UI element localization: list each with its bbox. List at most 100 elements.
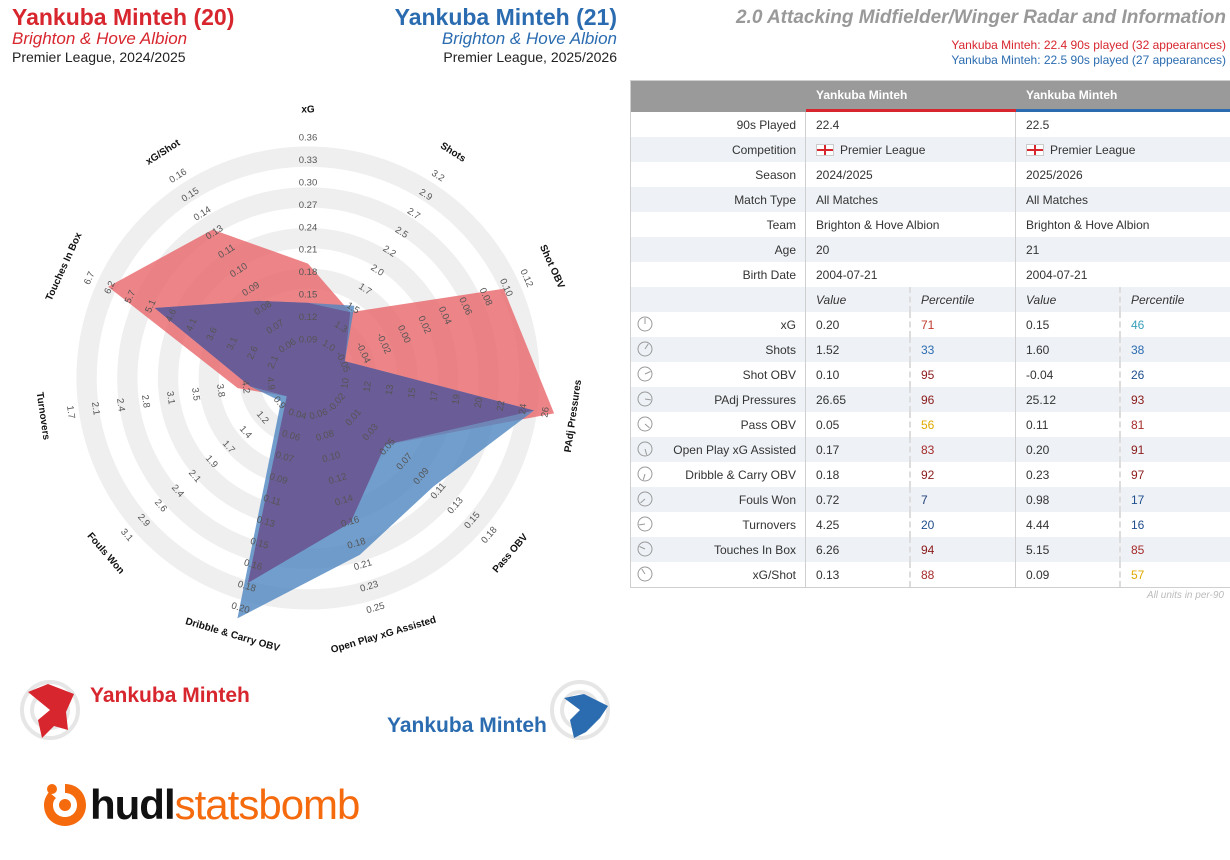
metric-dial-icon bbox=[637, 316, 653, 332]
radar-tick-label: 0.18 bbox=[236, 579, 257, 595]
metric-value-p1: 0.17 bbox=[806, 437, 911, 462]
metric-row: Fouls Won 0.72 7 0.98 17 bbox=[631, 487, 1230, 512]
radar-tick-label: 3.6 bbox=[204, 326, 219, 343]
radar-tick-label: 0.21 bbox=[353, 557, 374, 573]
radar-tick-label: 5.1 bbox=[143, 298, 158, 315]
metric-row: Shot OBV 0.10 95 -0.04 26 bbox=[631, 362, 1230, 387]
metric-value-p1: 0.13 bbox=[806, 562, 911, 587]
player2-legend: Yankuba Minteh bbox=[387, 714, 547, 737]
radar-tick-label: 3.1 bbox=[164, 390, 177, 405]
player1-legend-icon bbox=[20, 680, 80, 740]
radar-tick-label: 17 bbox=[428, 390, 440, 402]
radar-tick-label: 0.10 bbox=[321, 450, 342, 466]
player2-minutes: Yankuba Minteh: 22.5 90s played (27 appe… bbox=[951, 53, 1226, 67]
metric-percentile-p1: 96 bbox=[921, 392, 935, 407]
info-row: 90s Played 22.4 22.5 bbox=[631, 112, 1230, 137]
metric-dial-icon bbox=[637, 441, 653, 457]
subheader-percentile: Percentile bbox=[921, 292, 975, 307]
radar-tick-label: 0.06 bbox=[308, 407, 329, 423]
metric-row: Shots 1.52 33 1.60 38 bbox=[631, 337, 1230, 362]
metric-value-p1: 0.05 bbox=[806, 412, 911, 437]
radar-tick-label: 6.7 bbox=[82, 270, 97, 287]
metric-value-p2: 0.09 bbox=[1016, 562, 1121, 587]
info-value-p1: Brighton & Hove Albion bbox=[806, 212, 1016, 237]
radar-tick-label: 3.8 bbox=[214, 383, 227, 398]
metric-dial-icon bbox=[637, 491, 653, 507]
metric-value-p2: 0.15 bbox=[1016, 312, 1121, 337]
subheader-value: Value bbox=[806, 287, 911, 312]
metric-percentile-p2: 85 bbox=[1131, 542, 1145, 557]
metric-percentile-p1: 94 bbox=[921, 542, 935, 557]
player2-competition: Premier League, 2025/2026 bbox=[443, 49, 617, 65]
radar-tick-label: 24 bbox=[517, 403, 529, 415]
radar-tick-label: 10 bbox=[339, 377, 351, 389]
subheader-row: Value Percentile Value Percentile bbox=[631, 287, 1230, 312]
radar-tick-label: 2.1 bbox=[89, 401, 102, 416]
radar-tick-label: 2.8 bbox=[139, 394, 152, 409]
radar-tick-label: 0.25 bbox=[365, 600, 386, 616]
radar-tick-label: 0.11 bbox=[262, 493, 282, 509]
metric-label: Touches In Box bbox=[713, 542, 796, 557]
info-value-p1: 20 bbox=[806, 237, 1016, 262]
info-value-p1: 2004-07-21 bbox=[806, 262, 1016, 287]
metric-percentile-p2: 91 bbox=[1131, 442, 1145, 457]
metric-percentile-p2: 97 bbox=[1131, 467, 1145, 482]
info-value-p2: Premier League bbox=[1016, 137, 1230, 162]
metric-row: Turnovers 4.25 20 4.44 16 bbox=[631, 512, 1230, 537]
info-row: Season 2024/2025 2025/2026 bbox=[631, 162, 1230, 187]
info-label: Age bbox=[631, 237, 806, 262]
metric-value-p1: 0.10 bbox=[806, 362, 911, 387]
player2-team: Brighton & Hove Albion bbox=[441, 29, 617, 48]
table-header: Yankuba Minteh Yankuba Minteh bbox=[631, 81, 1230, 112]
header-player2: Yankuba Minteh bbox=[1016, 81, 1230, 112]
info-label: Team bbox=[631, 212, 806, 237]
radar-chart: 0.09 0.12 0.15 0.18 0.21 0.24 0.27 0.30 0.33 0.36… bbox=[34, 105, 584, 656]
radar-tick-label: 0.36 bbox=[299, 133, 318, 144]
radar-tick-label: 0.27 bbox=[299, 200, 318, 211]
metric-percentile-p2: 26 bbox=[1131, 367, 1145, 382]
radar-axis-label: PAdj Pressures bbox=[563, 379, 584, 453]
metric-dial-icon bbox=[637, 466, 653, 482]
metric-percentile-p1: 33 bbox=[921, 342, 935, 357]
england-flag-icon bbox=[816, 143, 834, 156]
radar-tick-label: 0.06 bbox=[281, 428, 302, 444]
radar-tick-label: 0.18 bbox=[346, 536, 367, 552]
info-value-p1: Premier League bbox=[806, 137, 1016, 162]
metric-value-p2: 0.23 bbox=[1016, 462, 1121, 487]
radar-tick-label: 5.7 bbox=[123, 289, 138, 306]
radar-tick-label: 4.1 bbox=[184, 317, 199, 334]
radar-tick-label: 0.33 bbox=[299, 155, 318, 166]
info-row: Age 20 21 bbox=[631, 237, 1230, 262]
metric-value-p2: 1.60 bbox=[1016, 337, 1121, 362]
info-label: Season bbox=[631, 162, 806, 187]
radar-tick-label: 0.30 bbox=[299, 177, 318, 188]
metric-dial-icon bbox=[637, 566, 653, 582]
radar-axis-label: xG bbox=[301, 105, 315, 116]
radar-axis-label: Shots bbox=[438, 140, 468, 165]
metric-label: PAdj Pressures bbox=[714, 392, 796, 407]
metric-percentile-p1: 7 bbox=[921, 492, 928, 507]
player2-legend-icon bbox=[550, 680, 610, 740]
info-value-p1: 22.4 bbox=[806, 112, 1016, 137]
radar-tick-label: 13 bbox=[384, 384, 396, 396]
comparison-table: Yankuba Minteh Yankuba Minteh 90s Played… bbox=[630, 80, 1230, 588]
player2-title: Yankuba Minteh (21) bbox=[394, 4, 617, 30]
radar-tick-label: 0.04 bbox=[287, 407, 308, 423]
metric-percentile-p2: 93 bbox=[1131, 392, 1145, 407]
metric-label: Shot OBV bbox=[742, 367, 796, 382]
radar-tick-label: 26 bbox=[539, 406, 551, 418]
radar-tick-label: 0.15 bbox=[249, 536, 270, 552]
info-label: 90s Played bbox=[631, 112, 806, 137]
player1-legend: Yankuba Minteh bbox=[90, 684, 250, 707]
info-value-p2: All Matches bbox=[1026, 192, 1089, 207]
radar-tick-label: 2.1 bbox=[266, 354, 281, 371]
metric-label: Dribble & Carry OBV bbox=[685, 467, 796, 482]
radar-tick-label: 22 bbox=[495, 400, 507, 412]
metric-value-p1: 1.52 bbox=[806, 337, 911, 362]
metric-percentile-p1: 92 bbox=[921, 467, 935, 482]
metric-label: Fouls Won bbox=[738, 492, 796, 507]
info-value-p2: 22.5 bbox=[1026, 117, 1050, 132]
info-label: Birth Date bbox=[631, 262, 806, 287]
metric-value-p1: 4.25 bbox=[806, 512, 911, 537]
radar-ring bbox=[56, 126, 560, 630]
